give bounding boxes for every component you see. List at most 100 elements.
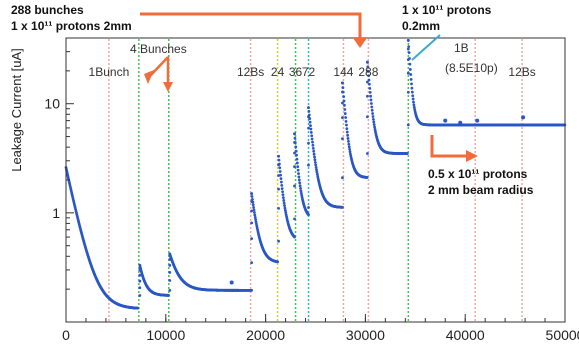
data-point: [371, 112, 374, 115]
data-point: [408, 62, 412, 66]
data-point: [294, 145, 298, 149]
callout-top-right-line2: 0.2mm: [402, 19, 440, 33]
marker-label: 288: [358, 65, 378, 79]
data-point: [314, 165, 318, 169]
four-bunches-label: 4 Bunches: [130, 42, 187, 56]
spike-point: [475, 118, 480, 123]
data-point: [250, 288, 254, 292]
callout-top-left-line2: 1 x 10¹¹ protons 2mm: [11, 19, 132, 33]
data-point: [293, 132, 296, 136]
data-point: [281, 193, 285, 197]
data-point: [168, 252, 172, 256]
data-point: [406, 47, 410, 51]
data-point: [341, 116, 344, 119]
x-tick-label: 20000: [246, 327, 285, 343]
data-point: [280, 183, 284, 187]
data-point: [282, 199, 286, 202]
data-point: [368, 90, 372, 94]
data-point: [408, 68, 412, 71]
data-point: [373, 127, 377, 131]
data-point: [372, 123, 376, 126]
data-point: [369, 98, 373, 102]
data-point: [280, 187, 284, 191]
data-point: [343, 112, 347, 115]
data-point: [253, 215, 257, 219]
data-point: [295, 161, 299, 165]
y-tick-label: 1: [52, 205, 60, 221]
data-point: [410, 82, 413, 86]
marker-label: 12Bs: [508, 65, 535, 79]
callout-top-right-pointer: [411, 34, 441, 61]
data-point: [307, 126, 310, 130]
data-point: [342, 95, 346, 99]
data-point: [250, 221, 254, 225]
data-point: [313, 158, 317, 162]
data-point: [307, 206, 310, 209]
data-point: [366, 65, 370, 69]
spike-point: [521, 115, 526, 120]
data-point: [347, 142, 351, 146]
data-point: [373, 125, 376, 129]
data-point: [254, 220, 258, 224]
data-point: [371, 115, 375, 118]
marker-lines: [108, 39, 523, 322]
data-point: [254, 218, 258, 222]
callout-lower-right-line2: 2 mm beam radius: [428, 183, 534, 197]
data-point: [405, 152, 409, 155]
data-point: [283, 206, 287, 210]
data-point: [311, 146, 315, 150]
data-point: [410, 86, 414, 90]
data-point: [293, 136, 297, 140]
data-point: [250, 195, 254, 198]
data-point: [307, 106, 310, 110]
data-point: [366, 69, 369, 73]
callout-top-right-line1: 1 x 10¹¹ protons: [402, 3, 492, 17]
data-point: [406, 58, 410, 61]
data-point: [277, 158, 281, 162]
data-point: [293, 141, 296, 144]
axes: 0 10000 20000 30000 40000 50000 1 10: [44, 37, 579, 343]
data-point: [297, 175, 301, 179]
data-point: [138, 279, 142, 283]
marker-label: 36: [289, 65, 303, 79]
data-point: [342, 99, 346, 103]
data-point: [406, 39, 410, 42]
data-point: [168, 257, 172, 261]
data-point: [295, 157, 299, 161]
data-point: [347, 145, 351, 149]
data-point: [411, 94, 415, 98]
data-point: [307, 213, 310, 217]
data-point: [366, 94, 369, 98]
y-axis-label: Leakage Current [uA]: [9, 48, 24, 172]
callout-lower-right-line1: 0.5 x 10¹¹ protons: [428, 167, 528, 181]
marker-label: 24: [271, 65, 285, 79]
marker-label: 72: [302, 65, 316, 79]
data-point: [297, 178, 301, 182]
data-point: [346, 133, 350, 137]
callout-top-left-arrowhead: [353, 38, 367, 48]
data-point: [406, 71, 410, 75]
data-point: [277, 206, 280, 210]
data-point: [308, 120, 312, 124]
data-point: [368, 86, 372, 90]
data-point: [299, 189, 303, 193]
data-point: [410, 90, 414, 94]
data-point: [168, 270, 172, 274]
data-point: [299, 191, 303, 195]
data-point: [366, 80, 369, 84]
data-points: [64, 39, 567, 310]
data-point: [168, 279, 172, 282]
data-point: [341, 90, 344, 94]
spike-point: [443, 118, 448, 123]
data-point: [407, 45, 411, 49]
data-point: [294, 149, 298, 153]
spike-point: [458, 120, 463, 125]
data-point: [253, 213, 257, 217]
data-point: [311, 140, 314, 144]
data-point: [138, 268, 142, 272]
data-point: [412, 105, 416, 109]
data-point: [310, 134, 314, 138]
data-point: [168, 264, 172, 267]
data-point: [277, 239, 280, 243]
